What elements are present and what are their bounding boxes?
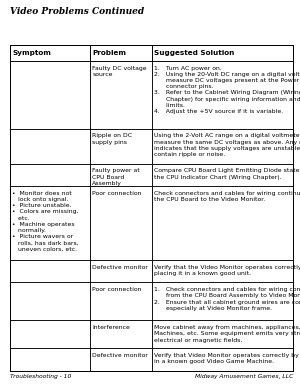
Text: Problem: Problem bbox=[92, 50, 126, 56]
Bar bbox=[10, 260, 90, 282]
Text: Ripple on DC
supply pins: Ripple on DC supply pins bbox=[92, 133, 132, 145]
Text: Defective monitor: Defective monitor bbox=[92, 353, 148, 358]
Bar bbox=[90, 320, 152, 348]
Bar bbox=[90, 260, 152, 282]
Bar bbox=[152, 320, 293, 348]
Text: Check connectors and cables for wiring continuity from
the CPU Board to the Vide: Check connectors and cables for wiring c… bbox=[154, 191, 300, 202]
Text: Compare CPU Board Light Emitting Diode states with
the CPU Indicator Chart (Wiri: Compare CPU Board Light Emitting Diode s… bbox=[154, 168, 300, 180]
Bar bbox=[152, 164, 293, 186]
Text: Interference: Interference bbox=[92, 325, 130, 330]
Text: Poor connection: Poor connection bbox=[92, 287, 142, 292]
Bar bbox=[10, 282, 90, 320]
Bar bbox=[10, 45, 293, 371]
Text: Poor connection: Poor connection bbox=[92, 191, 142, 196]
Bar bbox=[10, 61, 90, 129]
Text: Troubleshooting - 10: Troubleshooting - 10 bbox=[10, 374, 71, 379]
Text: Video Problems Continued: Video Problems Continued bbox=[10, 7, 144, 16]
Text: Faulty power at
CPU Board
Assembly: Faulty power at CPU Board Assembly bbox=[92, 168, 140, 186]
Bar bbox=[152, 348, 293, 371]
Bar bbox=[90, 61, 152, 129]
Bar bbox=[10, 348, 90, 371]
Text: Move cabinet away from machines, appliances, other
Machines, etc. Some equipment: Move cabinet away from machines, applian… bbox=[154, 325, 300, 343]
Bar bbox=[90, 164, 152, 186]
Bar bbox=[90, 45, 152, 61]
Bar bbox=[90, 129, 152, 164]
Text: Verify that Video Monitor operates correctly by placing it
in a known good Video: Verify that Video Monitor operates corre… bbox=[154, 353, 300, 364]
Bar bbox=[152, 282, 293, 320]
Bar bbox=[10, 186, 90, 260]
Bar bbox=[10, 320, 90, 348]
Text: Midway Amusement Games, LLC: Midway Amusement Games, LLC bbox=[195, 374, 293, 379]
Text: Verify that the Video Monitor operates correctly by
placing it in a known good u: Verify that the Video Monitor operates c… bbox=[154, 265, 300, 276]
Text: Suggested Solution: Suggested Solution bbox=[154, 50, 234, 56]
Bar bbox=[10, 164, 90, 186]
Text: •  Monitor does not
   lock onto signal.
•  Picture unstable.
•  Colors are miss: • Monitor does not lock onto signal. • P… bbox=[12, 191, 79, 252]
Bar bbox=[152, 186, 293, 260]
Bar bbox=[90, 186, 152, 260]
Bar bbox=[90, 348, 152, 371]
Text: 1.   Turn AC power on.
2.   Using the 20-Volt DC range on a digital voltmeter,
 : 1. Turn AC power on. 2. Using the 20-Vol… bbox=[154, 66, 300, 114]
Text: Defective monitor: Defective monitor bbox=[92, 265, 148, 270]
Bar bbox=[152, 260, 293, 282]
Bar bbox=[152, 45, 293, 61]
Text: Using the 2-Volt AC range on a digital voltmeter,
measure the same DC voltages a: Using the 2-Volt AC range on a digital v… bbox=[154, 133, 300, 157]
Text: Faulty DC voltage
source: Faulty DC voltage source bbox=[92, 66, 147, 77]
Bar bbox=[152, 129, 293, 164]
Text: 1.   Check connectors and cables for wiring continuity
      from the CPU Board : 1. Check connectors and cables for wirin… bbox=[154, 287, 300, 311]
Text: Symptom: Symptom bbox=[12, 50, 51, 56]
Bar bbox=[10, 45, 90, 61]
Bar bbox=[10, 129, 90, 164]
Bar bbox=[90, 282, 152, 320]
Bar bbox=[152, 61, 293, 129]
